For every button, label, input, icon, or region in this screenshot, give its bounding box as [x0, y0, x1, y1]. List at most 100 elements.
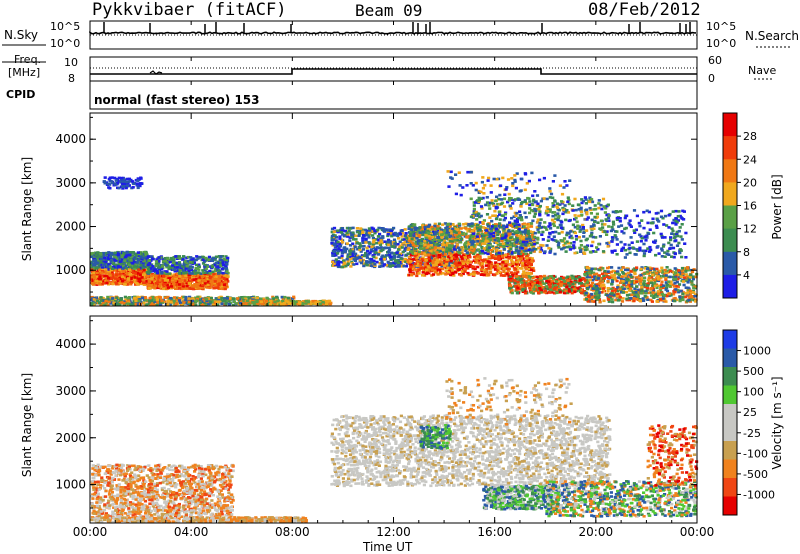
- heatmap-cell: [132, 182, 136, 186]
- heatmap-cell: [221, 271, 225, 275]
- heatmap-cell: [298, 301, 302, 305]
- heatmap-cell: [122, 185, 126, 188]
- heatmap-cell: [530, 257, 534, 260]
- heatmap-cell: [100, 266, 105, 269]
- nsky-trace: [89, 31, 697, 35]
- heatmap-cell: [182, 301, 186, 304]
- heatmap-cell: [142, 271, 147, 274]
- heatmap-cell: [206, 283, 210, 287]
- heatmap-cell: [145, 261, 149, 264]
- heatmap-cell: [113, 183, 117, 186]
- heatmap-cell: [224, 302, 228, 305]
- heatmap-cell: [401, 250, 405, 254]
- heatmap-cell: [104, 262, 108, 266]
- heatmap-cell: [346, 255, 350, 258]
- heatmap-cell: [336, 252, 340, 255]
- heatmap-cell: [357, 246, 361, 249]
- heatmap-cell: [174, 255, 178, 258]
- heatmap-cell: [125, 283, 129, 286]
- heatmap-cell: [217, 274, 221, 278]
- heatmap-cell: [172, 299, 176, 303]
- heatmap-cell: [115, 296, 119, 299]
- heatmap-cell: [226, 275, 230, 278]
- heatmap-cell: [255, 300, 259, 303]
- heatmap-cell: [204, 267, 208, 271]
- heatmap-cell: [115, 275, 119, 279]
- heatmap-cell: [102, 263, 107, 266]
- heatmap-cell: [95, 258, 99, 262]
- heatmap-cell: [442, 229, 446, 232]
- heatmap-cell: [216, 279, 220, 283]
- freq-jitter: [149, 70, 163, 75]
- heatmap-cell: [102, 261, 106, 264]
- heatmap-cell: [215, 286, 219, 290]
- heatmap-cell: [223, 274, 227, 277]
- heatmap-cell: [105, 279, 109, 282]
- heatmap-cell: [167, 267, 171, 271]
- heatmap-cell: [107, 270, 112, 274]
- heatmap-cell: [367, 227, 371, 230]
- heatmap-cell: [503, 254, 508, 257]
- heatmap-cell: [204, 256, 208, 260]
- heatmap-cell: [286, 300, 290, 304]
- heatmap-cell: [120, 182, 124, 186]
- heatmap-cell: [168, 296, 173, 300]
- heatmap-cell: [177, 299, 182, 302]
- heatmap-cell: [119, 261, 123, 265]
- nsearch-label: N.Search: [745, 29, 800, 43]
- heatmap-cell: [135, 282, 139, 285]
- heatmap-cell: [459, 240, 463, 244]
- heatmap-cell: [448, 234, 453, 238]
- heatmap-cell: [479, 273, 483, 276]
- heatmap-cell: [187, 297, 191, 300]
- heatmap-cell: [103, 176, 107, 179]
- heatmap-cell: [373, 229, 377, 233]
- heatmap-cell: [126, 279, 130, 282]
- heatmap-cell: [337, 247, 341, 251]
- heatmap-cell: [94, 279, 98, 283]
- heatmap-cell: [484, 264, 489, 267]
- heatmap-cell: [437, 254, 441, 257]
- heatmap-cell: [95, 252, 99, 255]
- heatmap-cell: [386, 232, 390, 236]
- heatmap-cell: [334, 236, 338, 239]
- heatmap-cell: [125, 250, 129, 254]
- heatmap-cell: [170, 264, 175, 267]
- heatmap-cell: [151, 295, 155, 299]
- heatmap-cell: [130, 264, 134, 267]
- heatmap-cell: [423, 263, 427, 266]
- heatmap-cell: [220, 267, 224, 271]
- heatmap-cell: [436, 242, 440, 246]
- heatmap-cell: [128, 282, 132, 286]
- heatmap-cell: [197, 271, 201, 274]
- heatmap-cell: [134, 252, 138, 256]
- heatmap-cell: [120, 277, 125, 280]
- heatmap-cell: [129, 277, 133, 281]
- heatmap-cell: [382, 263, 387, 266]
- heatmap-cell: [389, 229, 393, 233]
- heatmap-cell: [340, 265, 344, 269]
- heatmap-cell: [221, 261, 225, 265]
- heatmap-cell: [223, 299, 227, 303]
- heatmap-cell: [154, 282, 158, 285]
- heatmap-cell: [146, 268, 151, 271]
- heatmap-cell: [126, 302, 130, 305]
- heatmap-cell: [177, 261, 182, 264]
- heatmap-cell: [345, 242, 349, 245]
- heatmap-cell: [355, 256, 359, 259]
- heatmap-cell: [126, 296, 130, 300]
- heatmap-cell: [134, 299, 138, 303]
- heatmap-cell: [189, 256, 193, 259]
- heatmap-cell: [446, 266, 450, 270]
- heatmap-cell: [369, 264, 373, 267]
- heatmap-cell: [101, 255, 105, 258]
- heatmap-cell: [100, 268, 104, 272]
- heatmap-cell: [366, 250, 370, 253]
- heatmap-cell: [361, 234, 366, 237]
- heatmap-cell: [150, 277, 154, 280]
- heatmap-cell: [166, 303, 170, 306]
- heatmap-cell: [92, 283, 96, 286]
- heatmap-cell: [118, 268, 122, 272]
- heatmap-cell: [373, 263, 377, 266]
- heatmap-cell: [136, 265, 141, 268]
